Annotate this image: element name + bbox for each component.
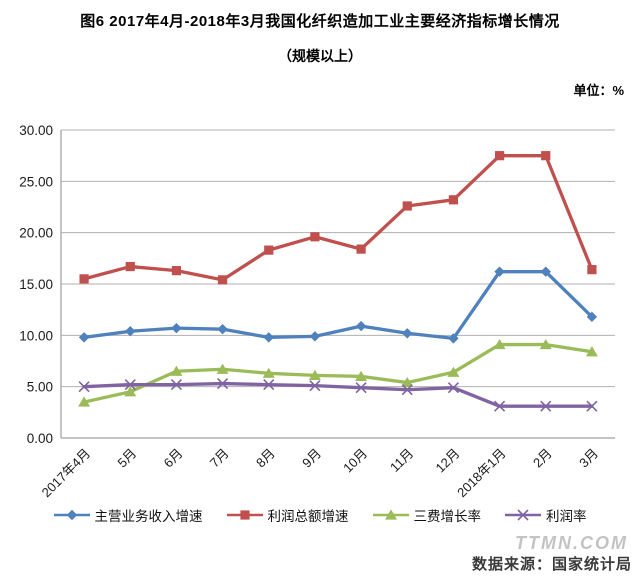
- data-point-x-marker: [78, 381, 90, 393]
- series-line-3: [82, 381, 594, 408]
- x-axis-tick-label: 12月: [433, 446, 463, 476]
- y-axis-tick-label: 15.00: [19, 277, 53, 292]
- data-point-x-marker: [494, 400, 506, 412]
- legend-x-icon: [505, 509, 541, 521]
- data-point-triangle-marker: [262, 367, 275, 378]
- data-point-diamond-marker: [402, 328, 413, 339]
- data-point-diamond-marker: [78, 332, 90, 343]
- data-point-square-marker: [125, 261, 135, 272]
- figure-subtitle: （规模以上）: [278, 48, 362, 64]
- data-point-diamond-marker: [171, 322, 182, 334]
- data-point-x-marker: [401, 384, 413, 396]
- legend-item-0: 主营业务收入增速: [53, 505, 203, 525]
- chart-legend: 主营业务收入增速 利润总额增速 三费增长率 利润率: [0, 505, 640, 525]
- data-point-square-marker: [264, 245, 274, 255]
- data-point-square-marker: [448, 195, 459, 205]
- data-point-triangle-marker: [539, 338, 552, 350]
- legend-square-icon: [226, 510, 263, 520]
- data-point-square-marker: [356, 244, 366, 254]
- series-line-1: [82, 154, 594, 282]
- legend-item-1: 利润总额增速: [226, 505, 349, 525]
- unit-label: 单位：%: [573, 83, 624, 98]
- data-point-square-marker: [541, 151, 551, 161]
- data-point-x-marker: [309, 380, 321, 392]
- x-axis-tick-label: 8月: [253, 446, 278, 471]
- data-point-x-marker: [355, 382, 367, 394]
- x-axis-tick-label: 9月: [299, 446, 324, 471]
- data-point-triangle-marker: [493, 338, 506, 350]
- data-point-diamond-marker: [263, 332, 274, 343]
- data-point-x-marker: [540, 400, 552, 412]
- x-axis-tick-label: 2018年1月: [454, 446, 509, 501]
- x-axis-tick-label: 5月: [114, 446, 139, 471]
- data-point-diamond-marker: [309, 331, 321, 342]
- data-point-diamond-marker: [217, 323, 228, 335]
- data-point-triangle-marker: [384, 509, 397, 520]
- y-axis-tick-label: 10.00: [19, 328, 53, 343]
- y-axis-tick-label: 5.00: [27, 380, 53, 395]
- data-point-triangle-marker: [355, 370, 368, 381]
- data-point-square-marker: [79, 274, 89, 284]
- y-axis-tick-label: 20.00: [19, 226, 53, 241]
- y-axis-tick-label: 30.00: [19, 123, 53, 138]
- legend-triangle-icon: [372, 509, 409, 520]
- watermark: TTMN.COM: [515, 533, 628, 553]
- data-point-square-marker: [310, 232, 320, 242]
- data-point-square-marker: [217, 275, 228, 285]
- legend-label: 主营业务收入增速: [94, 509, 203, 524]
- figure-title: 图6 2017年4月-2018年3月我国化纤织造加工业主要经济指标增长情况: [80, 13, 560, 30]
- data-point-square-marker: [171, 266, 182, 276]
- data-point-triangle-marker: [447, 366, 460, 377]
- legend-label: 三费增长率: [413, 509, 482, 524]
- data-point-square-marker: [239, 510, 250, 520]
- data-source: 数据来源：国家统计局: [471, 556, 632, 573]
- x-axis-tick-label: 2017年4月: [39, 446, 94, 501]
- legend-item-2: 三费增长率: [372, 505, 482, 525]
- data-point-x-marker: [586, 400, 598, 412]
- legend-diamond-icon: [53, 509, 90, 521]
- data-point-triangle-marker: [124, 386, 137, 397]
- data-point-diamond-marker: [66, 509, 77, 521]
- data-point-triangle-marker: [170, 365, 183, 376]
- data-point-diamond-marker: [448, 333, 459, 344]
- legend-label: 利润总额增速: [267, 509, 349, 524]
- x-axis-tick-label: 7月: [207, 446, 232, 471]
- data-point-triangle-marker: [78, 396, 91, 407]
- series-line-2: [82, 342, 594, 404]
- y-axis-tick-label: 0.00: [27, 431, 53, 446]
- data-point-diamond-marker: [540, 266, 551, 277]
- x-axis-tick-label: 10月: [340, 446, 370, 476]
- data-point-diamond-marker: [494, 266, 505, 277]
- data-point-x-marker: [447, 382, 459, 394]
- data-point-x-marker: [217, 378, 229, 390]
- data-point-triangle-marker: [585, 346, 598, 357]
- data-point-x-marker: [124, 379, 136, 391]
- data-point-x-marker: [263, 379, 275, 391]
- data-point-square-marker: [587, 265, 597, 275]
- x-axis-tick-label: 2月: [530, 446, 555, 471]
- data-point-x-marker: [170, 379, 182, 391]
- data-point-diamond-marker: [125, 326, 136, 337]
- legend-label: 利润率: [546, 509, 587, 524]
- series-line-0: [82, 270, 594, 341]
- data-point-triangle-marker: [308, 369, 321, 380]
- data-point-x-marker: [517, 509, 529, 521]
- data-point-triangle-marker: [401, 376, 414, 388]
- x-axis-tick-label: 3月: [576, 446, 601, 471]
- data-point-diamond-marker: [586, 311, 598, 323]
- y-axis-tick-label: 25.00: [19, 174, 53, 189]
- data-point-square-marker: [494, 151, 505, 161]
- x-axis-tick-label: 11月: [387, 446, 416, 475]
- data-point-diamond-marker: [355, 320, 367, 332]
- legend-item-3: 利润率: [505, 505, 587, 525]
- data-point-square-marker: [402, 201, 412, 211]
- x-axis-tick-label: 6月: [161, 446, 186, 471]
- data-point-triangle-marker: [216, 363, 229, 374]
- line-chart: 0.00 5.00 10.00 15.00 20.00 25.00 30.00 2017年4月…: [19, 123, 615, 501]
